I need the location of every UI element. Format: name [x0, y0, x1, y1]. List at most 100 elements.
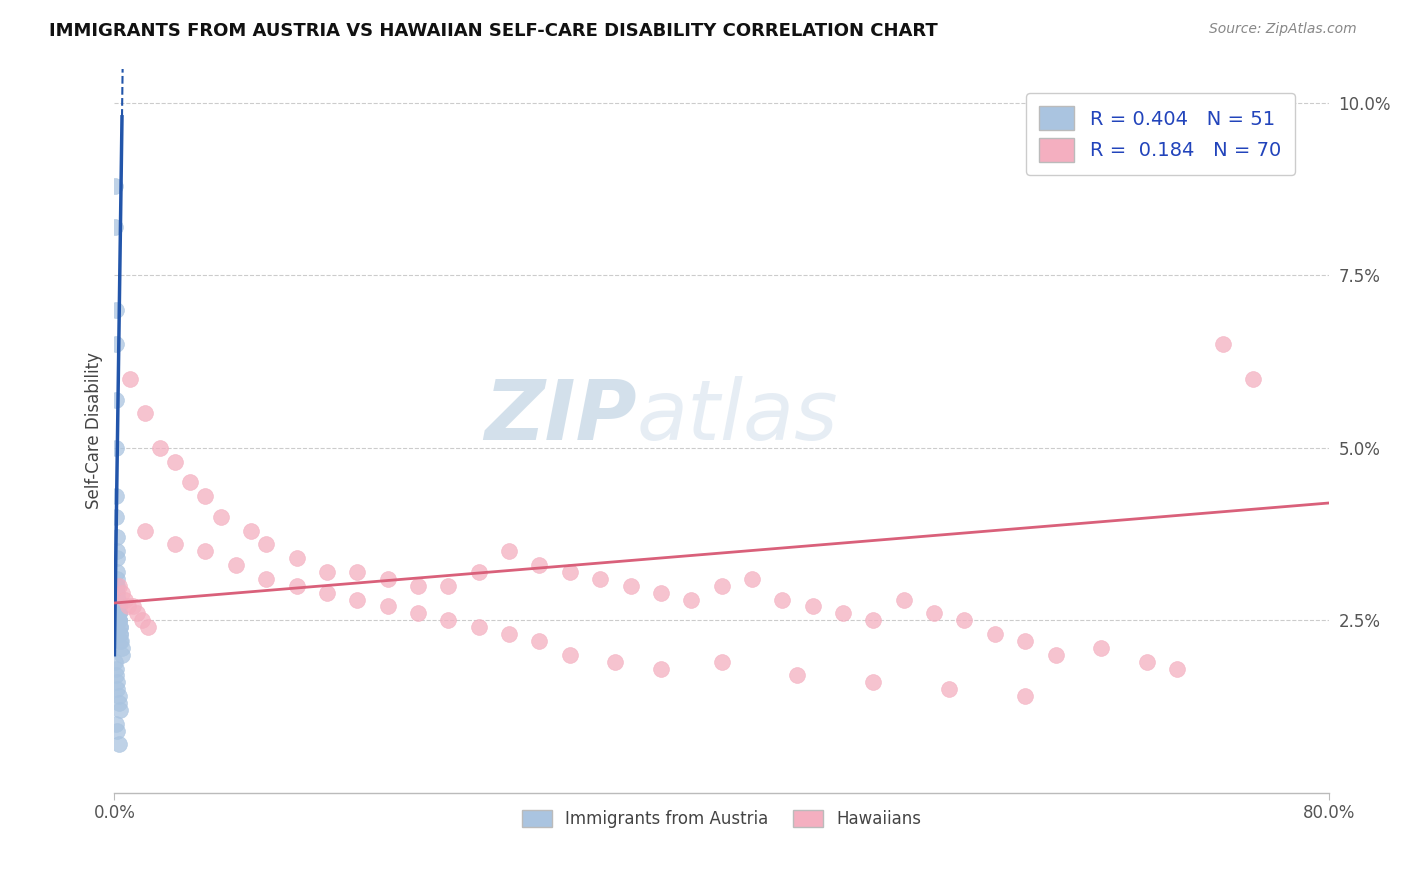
- Point: [107, 592, 129, 607]
- Point: [225, 558, 247, 572]
- Point: [104, 178, 127, 193]
- Point: [922, 607, 945, 621]
- Point: [179, 475, 201, 490]
- Point: [108, 607, 131, 621]
- Point: [104, 661, 127, 675]
- Point: [406, 607, 429, 621]
- Point: [107, 723, 129, 738]
- Point: [105, 544, 128, 558]
- Point: [104, 509, 127, 524]
- Point: [1241, 372, 1264, 386]
- Point: [1014, 634, 1036, 648]
- Point: [710, 579, 733, 593]
- Point: [165, 455, 187, 469]
- Point: [467, 565, 489, 579]
- Point: [131, 613, 153, 627]
- Point: [111, 585, 134, 599]
- Point: [681, 592, 703, 607]
- Point: [104, 579, 127, 593]
- Point: [254, 537, 277, 551]
- Point: [107, 572, 129, 586]
- Point: [406, 579, 429, 593]
- Point: [529, 634, 551, 648]
- Point: [108, 579, 131, 593]
- Point: [111, 640, 134, 655]
- Point: [110, 627, 132, 641]
- Point: [107, 579, 129, 593]
- Point: [209, 509, 232, 524]
- Point: [104, 655, 127, 669]
- Point: [437, 613, 460, 627]
- Point: [127, 607, 149, 621]
- Point: [589, 572, 612, 586]
- Point: [107, 565, 129, 579]
- Point: [105, 531, 128, 545]
- Point: [107, 592, 129, 607]
- Point: [862, 675, 884, 690]
- Point: [786, 668, 808, 682]
- Point: [285, 551, 308, 566]
- Point: [316, 565, 339, 579]
- Point: [650, 585, 672, 599]
- Point: [467, 620, 489, 634]
- Point: [377, 599, 399, 614]
- Point: [111, 648, 134, 662]
- Legend: Immigrants from Austria, Hawaiians: Immigrants from Austria, Hawaiians: [515, 804, 928, 835]
- Point: [108, 607, 131, 621]
- Point: [108, 613, 131, 627]
- Point: [117, 599, 139, 614]
- Point: [194, 544, 217, 558]
- Point: [498, 627, 520, 641]
- Point: [107, 599, 129, 614]
- Point: [1136, 655, 1159, 669]
- Point: [710, 655, 733, 669]
- Point: [134, 406, 156, 420]
- Point: [104, 716, 127, 731]
- Point: [953, 613, 976, 627]
- Point: [104, 489, 127, 503]
- Text: atlas: atlas: [637, 376, 838, 457]
- Point: [254, 572, 277, 586]
- Point: [105, 592, 128, 607]
- Point: [104, 579, 127, 593]
- Point: [240, 524, 263, 538]
- Point: [529, 558, 551, 572]
- Point: [984, 627, 1007, 641]
- Point: [108, 738, 131, 752]
- Point: [108, 599, 131, 614]
- Point: [108, 613, 131, 627]
- Y-axis label: Self-Care Disability: Self-Care Disability: [86, 352, 103, 509]
- Point: [558, 565, 581, 579]
- Point: [165, 537, 187, 551]
- Text: Source: ZipAtlas.com: Source: ZipAtlas.com: [1209, 22, 1357, 37]
- Point: [1212, 337, 1234, 351]
- Text: ZIP: ZIP: [484, 376, 637, 457]
- Point: [107, 682, 129, 697]
- Point: [437, 579, 460, 593]
- Point: [108, 599, 131, 614]
- Point: [108, 613, 131, 627]
- Point: [107, 551, 129, 566]
- Point: [108, 620, 131, 634]
- Point: [770, 592, 793, 607]
- Point: [862, 613, 884, 627]
- Point: [316, 585, 339, 599]
- Point: [104, 585, 127, 599]
- Point: [108, 599, 131, 614]
- Point: [110, 634, 132, 648]
- Point: [346, 592, 368, 607]
- Point: [1045, 648, 1067, 662]
- Point: [104, 302, 127, 317]
- Point: [605, 655, 627, 669]
- Point: [104, 220, 127, 235]
- Point: [104, 441, 127, 455]
- Point: [134, 524, 156, 538]
- Point: [110, 620, 132, 634]
- Point: [104, 668, 127, 682]
- Point: [832, 607, 855, 621]
- Point: [110, 703, 132, 717]
- Point: [650, 661, 672, 675]
- Point: [1090, 640, 1112, 655]
- Point: [108, 607, 131, 621]
- Point: [149, 441, 172, 455]
